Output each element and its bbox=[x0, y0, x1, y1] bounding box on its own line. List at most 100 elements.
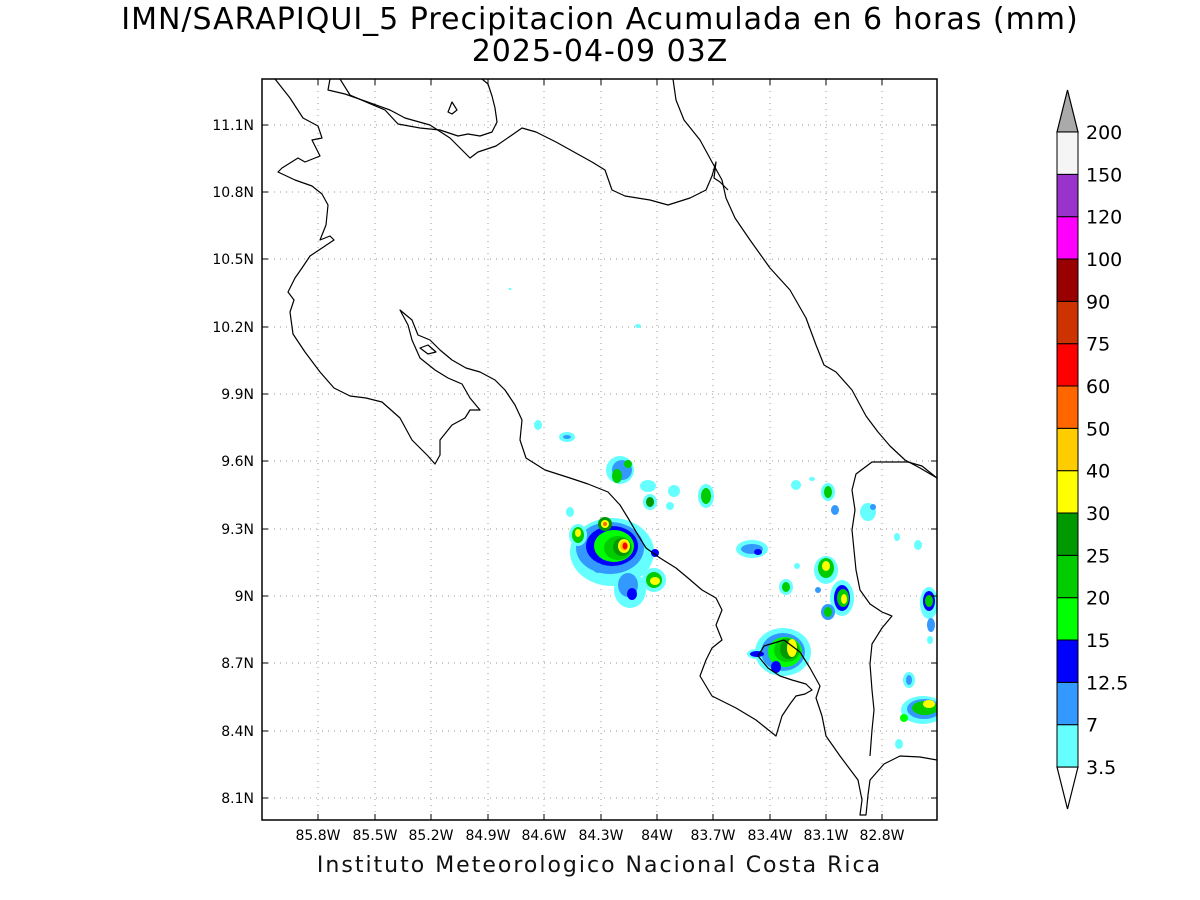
precip-cell bbox=[914, 540, 922, 550]
lat-tick-label: 8.1N bbox=[221, 791, 254, 807]
precip-cell bbox=[651, 549, 659, 557]
colorbar-swatch bbox=[1056, 724, 1079, 768]
lat-tick-label: 9.9N bbox=[221, 387, 254, 403]
lon-tick-label: 83.4W bbox=[747, 828, 792, 844]
precip-cell bbox=[895, 739, 903, 749]
precip-cell bbox=[603, 522, 607, 526]
lon-tick-label: 84.9W bbox=[465, 828, 510, 844]
colorbar-label: 20 bbox=[1086, 588, 1110, 610]
colorbar-swatch bbox=[1056, 131, 1079, 175]
precip-cell bbox=[841, 594, 847, 604]
precip-cell bbox=[809, 477, 815, 481]
colorbar-label: 3.5 bbox=[1086, 757, 1116, 779]
map-frame bbox=[261, 78, 938, 821]
precip-cell bbox=[794, 563, 800, 569]
precip-cell bbox=[593, 563, 603, 573]
colorbar-swatch bbox=[1056, 258, 1079, 302]
pacific-coast-north bbox=[274, 79, 937, 816]
colorbar-swatch bbox=[1056, 470, 1079, 514]
precip-cell bbox=[750, 651, 764, 657]
precip-cell bbox=[870, 504, 876, 510]
precip-cell bbox=[701, 488, 711, 504]
longitude-axis: 85.8W 85.5W 85.2W 84.9W 84.6W 84.3W 84W 83.7W 83… bbox=[295, 79, 905, 844]
map-title: IMN/SARAPIQUI_5 Precipitacion Acumulada … bbox=[121, 2, 1079, 37]
precip-cell bbox=[624, 460, 632, 468]
lon-tick-label: 84.6W bbox=[521, 828, 566, 844]
precip-cell bbox=[534, 420, 542, 430]
colorbar-swatch bbox=[1056, 427, 1079, 472]
colorbar-label: 200 bbox=[1086, 122, 1122, 144]
colorbar-swatch bbox=[1056, 385, 1079, 429]
panama-border bbox=[851, 461, 937, 757]
precip-cell bbox=[622, 542, 628, 550]
lat-tick-label: 8.4N bbox=[221, 724, 254, 740]
caribbean-coast bbox=[672, 79, 937, 479]
precip-cell bbox=[824, 607, 832, 617]
colorbar-label: 60 bbox=[1086, 376, 1110, 398]
colorbar-arrow-high bbox=[1056, 89, 1079, 133]
colorbar-label: 12.5 bbox=[1086, 672, 1128, 694]
colorbar-legend: 3.5 7 12.5 15 20 25 30 40 50 60 75 90 100 120 150 200 bbox=[1056, 89, 1128, 810]
precip-cell bbox=[575, 529, 581, 537]
lon-tick-label: 85.2W bbox=[408, 828, 453, 844]
precip-cell bbox=[640, 480, 656, 492]
precip-cell bbox=[906, 675, 912, 685]
northern-border bbox=[327, 79, 729, 206]
colorbar-swatch bbox=[1056, 597, 1079, 641]
precip-cell bbox=[824, 486, 832, 498]
colorbar-swatch bbox=[1056, 300, 1079, 345]
colorbar-label: 120 bbox=[1086, 207, 1122, 229]
colorbar-swatch bbox=[1056, 216, 1079, 260]
colorbar-arrow-low bbox=[1056, 766, 1079, 810]
colorbar-label: 90 bbox=[1086, 291, 1110, 313]
precip-cell bbox=[927, 618, 935, 632]
latitude-axis: 11.1N 10.8N 10.5N 10.2N 9.9N 9.6N 9.3N 9N 8.7N 8.… bbox=[212, 118, 937, 807]
precip-cell bbox=[646, 497, 654, 507]
lat-tick-label: 11.1N bbox=[212, 118, 254, 134]
map-subtitle-date: 2025-04-09 03Z bbox=[471, 34, 729, 69]
lon-tick-label: 82.8W bbox=[859, 828, 904, 844]
precip-cell bbox=[754, 549, 762, 555]
colorbar-swatch bbox=[1056, 173, 1079, 218]
lon-tick-label: 85.8W bbox=[295, 828, 340, 844]
island bbox=[447, 101, 458, 115]
precip-cell bbox=[668, 485, 680, 497]
lat-tick-label: 9.3N bbox=[221, 522, 254, 538]
precip-cell bbox=[627, 588, 637, 600]
lon-tick-label: 83.7W bbox=[690, 828, 735, 844]
colorbar-label: 15 bbox=[1086, 630, 1110, 652]
colorbar-label: 150 bbox=[1086, 164, 1122, 186]
precip-cell bbox=[815, 587, 821, 593]
lake-shore bbox=[339, 79, 498, 137]
lon-tick-label: 84W bbox=[641, 828, 673, 844]
colorbar-swatch bbox=[1056, 554, 1079, 599]
precip-cell bbox=[923, 700, 935, 708]
lat-tick-label: 9N bbox=[235, 589, 254, 605]
precip-cell bbox=[782, 582, 790, 592]
precip-cell bbox=[927, 636, 933, 644]
lon-tick-label: 85.5W bbox=[352, 828, 397, 844]
colorbar-swatch bbox=[1056, 512, 1079, 556]
precip-cell bbox=[508, 288, 512, 290]
footer-credit: Instituto Meteorologico Nacional Costa R… bbox=[316, 853, 883, 878]
lat-tick-label: 10.2N bbox=[212, 320, 254, 336]
map-grid bbox=[262, 79, 937, 820]
colorbar-label: 75 bbox=[1086, 334, 1110, 356]
colorbar-swatch bbox=[1056, 639, 1079, 683]
colorbar-label: 50 bbox=[1086, 418, 1110, 440]
precip-cell bbox=[771, 661, 781, 673]
precip-cell bbox=[894, 533, 900, 541]
precip-cell bbox=[791, 480, 801, 490]
precip-cell bbox=[831, 505, 839, 515]
lat-tick-label: 9.6N bbox=[221, 454, 254, 470]
colorbar-label: 25 bbox=[1086, 545, 1110, 567]
precip-cell bbox=[612, 469, 622, 483]
lat-tick-label: 8.7N bbox=[221, 656, 254, 672]
colorbar-label: 100 bbox=[1086, 249, 1122, 271]
colorbar-label: 7 bbox=[1086, 715, 1098, 737]
precip-cell bbox=[566, 507, 574, 517]
lon-tick-label: 84.3W bbox=[578, 828, 623, 844]
colorbar-label: 40 bbox=[1086, 461, 1110, 483]
lat-tick-label: 10.8N bbox=[212, 185, 254, 201]
